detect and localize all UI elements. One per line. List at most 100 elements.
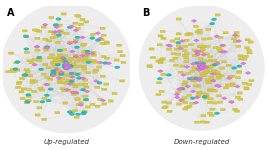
Polygon shape	[210, 72, 216, 75]
FancyBboxPatch shape	[215, 84, 221, 87]
FancyBboxPatch shape	[205, 79, 210, 81]
FancyBboxPatch shape	[226, 64, 231, 66]
Ellipse shape	[95, 39, 100, 41]
FancyBboxPatch shape	[29, 61, 34, 64]
Polygon shape	[184, 65, 190, 68]
FancyBboxPatch shape	[174, 48, 180, 50]
FancyBboxPatch shape	[73, 84, 78, 86]
Ellipse shape	[24, 48, 29, 50]
FancyBboxPatch shape	[184, 39, 189, 41]
FancyBboxPatch shape	[93, 61, 98, 63]
FancyBboxPatch shape	[191, 78, 196, 81]
FancyBboxPatch shape	[244, 46, 250, 49]
FancyBboxPatch shape	[46, 67, 51, 69]
Ellipse shape	[64, 66, 69, 69]
FancyBboxPatch shape	[224, 87, 229, 89]
FancyBboxPatch shape	[58, 49, 63, 51]
FancyBboxPatch shape	[204, 95, 209, 97]
Ellipse shape	[180, 87, 185, 90]
FancyBboxPatch shape	[69, 83, 74, 85]
FancyBboxPatch shape	[206, 71, 211, 74]
FancyBboxPatch shape	[58, 30, 63, 32]
Ellipse shape	[68, 64, 73, 67]
FancyBboxPatch shape	[86, 72, 91, 74]
Polygon shape	[84, 90, 90, 93]
FancyBboxPatch shape	[32, 29, 37, 31]
FancyBboxPatch shape	[73, 54, 78, 57]
FancyBboxPatch shape	[104, 41, 109, 43]
FancyBboxPatch shape	[187, 94, 192, 97]
FancyBboxPatch shape	[225, 84, 230, 86]
Polygon shape	[200, 64, 206, 67]
Ellipse shape	[166, 74, 172, 76]
FancyBboxPatch shape	[60, 72, 65, 74]
FancyBboxPatch shape	[200, 74, 205, 76]
FancyBboxPatch shape	[35, 37, 40, 39]
FancyBboxPatch shape	[16, 86, 21, 89]
Circle shape	[1, 2, 132, 133]
FancyBboxPatch shape	[51, 70, 56, 72]
FancyBboxPatch shape	[185, 34, 190, 36]
FancyBboxPatch shape	[42, 118, 47, 120]
FancyBboxPatch shape	[75, 14, 80, 17]
Polygon shape	[199, 66, 204, 69]
Ellipse shape	[157, 78, 162, 80]
FancyBboxPatch shape	[183, 81, 188, 83]
Ellipse shape	[51, 72, 56, 74]
Ellipse shape	[50, 74, 55, 76]
Polygon shape	[245, 71, 251, 75]
FancyBboxPatch shape	[15, 69, 20, 71]
FancyBboxPatch shape	[176, 45, 181, 47]
FancyBboxPatch shape	[82, 60, 87, 62]
FancyBboxPatch shape	[60, 88, 65, 90]
FancyBboxPatch shape	[97, 66, 102, 68]
FancyBboxPatch shape	[199, 50, 204, 52]
Polygon shape	[216, 85, 222, 88]
FancyBboxPatch shape	[102, 103, 107, 105]
Polygon shape	[73, 29, 79, 32]
FancyBboxPatch shape	[193, 85, 198, 87]
FancyBboxPatch shape	[195, 53, 200, 56]
FancyBboxPatch shape	[215, 74, 221, 76]
FancyBboxPatch shape	[184, 60, 189, 63]
FancyBboxPatch shape	[183, 101, 188, 104]
FancyBboxPatch shape	[75, 98, 80, 100]
FancyBboxPatch shape	[24, 69, 29, 71]
FancyBboxPatch shape	[65, 82, 70, 84]
FancyBboxPatch shape	[213, 90, 218, 92]
FancyBboxPatch shape	[57, 24, 62, 26]
FancyBboxPatch shape	[74, 60, 79, 63]
FancyBboxPatch shape	[22, 74, 27, 77]
Polygon shape	[185, 85, 191, 88]
FancyBboxPatch shape	[243, 55, 248, 57]
FancyBboxPatch shape	[242, 82, 247, 84]
Ellipse shape	[97, 82, 102, 84]
FancyBboxPatch shape	[58, 81, 63, 84]
FancyBboxPatch shape	[83, 50, 88, 52]
FancyBboxPatch shape	[186, 72, 191, 75]
Polygon shape	[227, 77, 232, 80]
FancyBboxPatch shape	[67, 61, 72, 63]
FancyBboxPatch shape	[57, 79, 62, 82]
FancyBboxPatch shape	[26, 100, 31, 102]
FancyBboxPatch shape	[57, 71, 62, 73]
FancyBboxPatch shape	[212, 102, 217, 104]
FancyBboxPatch shape	[61, 13, 66, 15]
FancyBboxPatch shape	[73, 22, 78, 24]
FancyBboxPatch shape	[222, 61, 227, 63]
Polygon shape	[200, 66, 206, 69]
Polygon shape	[219, 44, 225, 47]
FancyBboxPatch shape	[196, 95, 201, 98]
Polygon shape	[98, 61, 103, 64]
Ellipse shape	[198, 65, 203, 68]
Polygon shape	[70, 91, 76, 94]
Ellipse shape	[67, 111, 72, 113]
FancyBboxPatch shape	[48, 78, 53, 80]
Ellipse shape	[36, 56, 42, 59]
FancyBboxPatch shape	[76, 57, 81, 59]
FancyBboxPatch shape	[112, 92, 117, 95]
FancyBboxPatch shape	[236, 45, 241, 47]
Ellipse shape	[69, 72, 74, 75]
FancyBboxPatch shape	[55, 41, 61, 43]
FancyBboxPatch shape	[238, 98, 243, 100]
